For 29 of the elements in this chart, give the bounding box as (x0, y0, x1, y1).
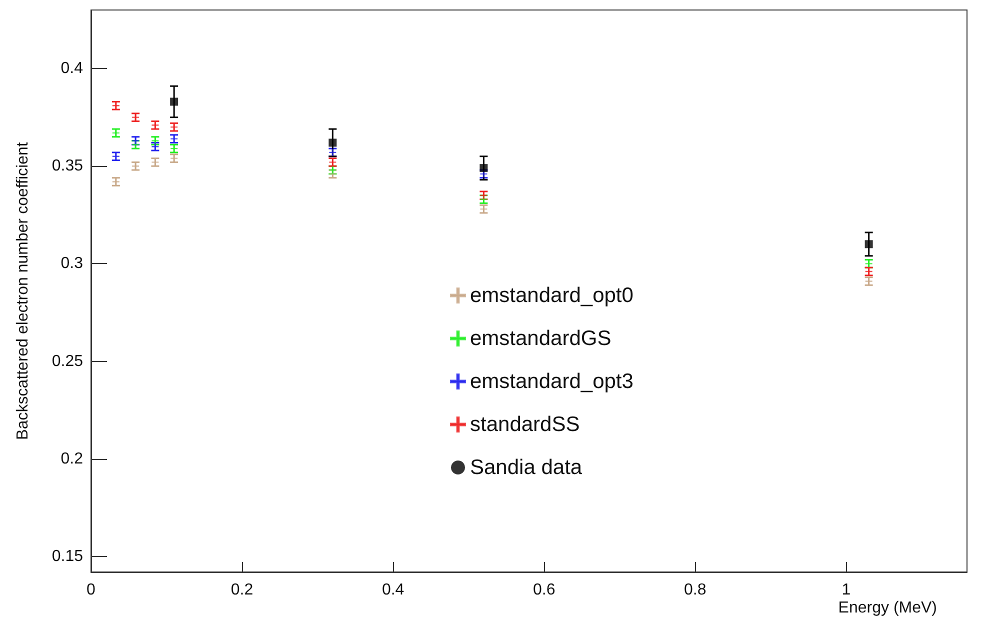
point (170, 154, 178, 162)
point (480, 170, 488, 178)
legend-label: standardSS (470, 413, 580, 436)
x-tick-label: 0.4 (382, 582, 404, 598)
x-tick-label: 1 (842, 582, 851, 598)
point (864, 240, 873, 248)
y-tick-label: 0.4 (60, 60, 84, 78)
legend-label: Sandia data (470, 456, 582, 479)
point (328, 148, 337, 157)
x-tick-label: 0.6 (532, 582, 556, 598)
point (480, 164, 488, 172)
x-axis-title: Energy (MeV) (838, 600, 937, 616)
y-axis-title: Backscattered electron number coefficient (14, 142, 32, 440)
point (170, 98, 178, 106)
y-tick-label: 0.3 (60, 255, 84, 272)
y-tick-label: 0.35 (52, 158, 84, 175)
point (864, 277, 873, 286)
point (328, 158, 337, 166)
y-tick-label: 0.25 (52, 352, 84, 370)
legend-label: emstandard_opt0 (470, 284, 634, 307)
x-tick-label: 0 (86, 582, 96, 598)
legend-label: emstandardGS (470, 327, 612, 350)
legend-label: emstandard_opt3 (470, 370, 634, 393)
point (170, 134, 178, 143)
y-tick-label: 0.15 (52, 548, 84, 565)
point (328, 138, 337, 147)
y-tick-label: 0.2 (60, 450, 84, 468)
x-tick-label: 0.8 (684, 582, 706, 598)
x-tick-label: 0.2 (230, 582, 254, 598)
